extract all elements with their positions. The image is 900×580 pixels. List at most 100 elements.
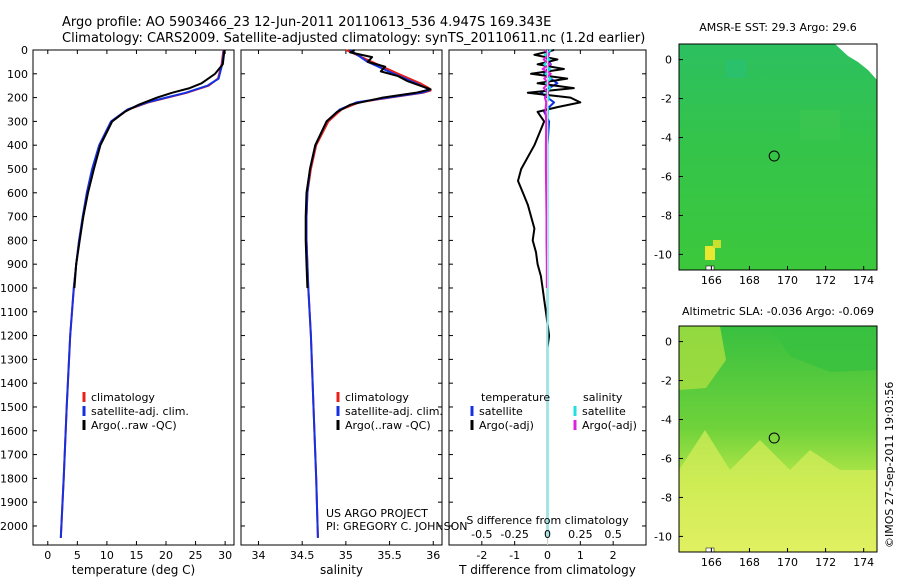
legend-label-t: satellite [479,405,523,418]
x-tick-label: -1 [509,549,520,562]
map-y-tick-label: 0 [665,336,672,349]
salinity-panel: 34 34.5 35 35.5 36 salinity climatologysatelli… [240,49,443,577]
map-x-tick-label: 170 [777,274,798,287]
sst-warm-patch [726,60,746,78]
map-y-tick-label: -6 [661,170,672,183]
map-x-tick-label: 166 [701,556,722,569]
x-tick-label: 0 [544,549,551,562]
map-y-tick-label: -8 [661,491,672,504]
y-tick-label: 200 [7,92,28,105]
y-tick-label: 1400 [0,377,28,390]
y-tick-label: 800 [7,234,28,247]
y-tick-label: 100 [7,68,28,81]
map-y-tick-label: -2 [661,93,672,106]
x-tick-label-salinity: 0.25 [568,528,593,541]
x-axis-label: salinity [320,563,363,577]
x-tick-label: 5 [74,549,81,562]
x-tick-label: -2 [476,549,487,562]
sst-map: AMSR-E SST: 29.3 Argo: 29.6 166 168 170 172 1… [654,21,878,287]
y-tick-label: 0 [21,44,28,57]
x-tick-label: 34 [251,549,265,562]
sst-hot-patch [705,246,715,260]
float-position-marker [768,150,780,162]
plot-frame [240,49,443,546]
map-y-tick-label: -4 [661,414,672,427]
pi-credit: PI: GREGORY C. JOHNSON [326,520,467,533]
series-line-argo [73,49,226,289]
y-tick-label: 1900 [0,496,28,509]
y-tick-label: 600 [7,187,28,200]
map-x-tick-label: 168 [739,556,760,569]
legend-label: climatology [345,391,409,404]
map-frame [678,325,878,553]
map-y-tick-label: -10 [654,530,672,543]
figure-title-line-2: Climatology: CARS2009. Satellite-adjuste… [62,31,645,46]
x-tick-label: 15 [129,549,143,562]
map-y-tick-label: -8 [661,209,672,222]
series-line-sat [59,49,225,538]
map-title: Altimetric SLA: -0.036 Argo: -0.069 [682,305,874,318]
x-tick-label-salinity: -0.25 [500,528,528,541]
difference-panel: -2 -1 0 1 2T difference from climatology temp… [448,49,647,577]
legend-label: satellite-adj. clim. [345,405,443,418]
legend-label-s: satellite [582,405,626,418]
map-y-tick-label: -2 [661,375,672,388]
y-tick-label: 900 [7,258,28,271]
y-tick-label: 1000 [0,282,28,295]
x-tick-label: 25 [189,549,203,562]
sla-island [705,547,715,553]
sst-patch [800,110,840,140]
series-line-argo [517,49,582,348]
y-tick-label: 2000 [0,520,28,533]
x-tick-label: 0 [44,549,51,562]
legend-label: Argo(..raw -QC) [345,419,431,432]
map-y-tick-label: -10 [654,248,672,261]
y-tick-label: 1300 [0,353,28,366]
y-tick-label: 300 [7,115,28,128]
timestamp-stamp: ©IMOS 27-Sep-2011 19:03:56 [883,382,896,548]
map-x-tick-label: 170 [777,556,798,569]
x-axis-label: T difference from climatology [458,563,636,577]
sst-island [705,265,715,271]
x-tick-label: 1 [577,549,584,562]
map-y-tick-label: -6 [661,452,672,465]
y-tick-label: 700 [7,211,28,224]
float-position-marker [768,432,780,444]
legend-label: satellite-adj. clim. [91,405,189,418]
y-tick-label: 1500 [0,401,28,414]
map-x-tick-label: 166 [701,274,722,287]
x-tick-label-salinity: -0.5 [471,528,492,541]
y-tick-label: 1100 [0,306,28,319]
sla-high-patch [679,326,726,390]
x-tick-label: 36 [426,549,440,562]
y-tick-label: 1600 [0,425,28,438]
x-axis-label: temperature (deg C) [72,563,195,577]
sla-ridge [679,430,877,552]
map-x-tick-label: 172 [815,556,836,569]
legend-label-s: Argo(-adj) [582,419,637,432]
sla-low-patch [770,326,877,372]
map-x-tick-label: 174 [853,274,874,287]
x-tick-label: 10 [100,549,114,562]
x-tick-label-salinity: 0.5 [604,528,622,541]
map-y-tick-label: 0 [665,54,672,67]
x-tick-label: 30 [218,549,232,562]
sst-missing-data-area [835,44,877,80]
x-tick-label: 35.5 [377,549,402,562]
legend-label: climatology [91,391,155,404]
legend-label-t: Argo(-adj) [479,419,534,432]
project-credit: US ARGO PROJECT [326,507,428,520]
y-tick-label: 1800 [0,472,28,485]
figure-title-line-1: Argo profile: AO 5903466_23 12-Jun-2011 … [62,15,551,30]
legend-label-t: temperature [481,391,550,404]
map-x-tick-label: 174 [853,556,874,569]
sst-map-field [679,44,877,270]
map-frame [678,43,878,271]
x-tick-label-salinity: 0 [544,528,551,541]
y-tick-label: 400 [7,139,28,152]
series-line-argo [304,49,432,289]
legend-label: Argo(..raw -QC) [91,419,177,432]
map-x-tick-label: 172 [815,274,836,287]
x-tick-label: 35 [339,549,353,562]
